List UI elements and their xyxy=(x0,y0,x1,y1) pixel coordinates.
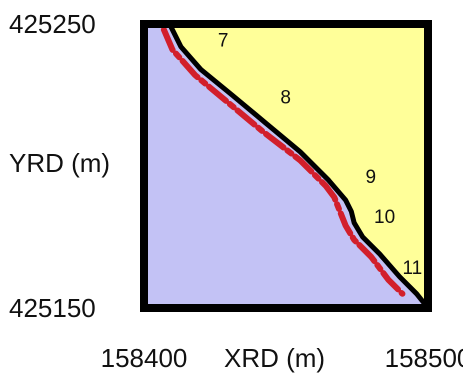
y-tick-label: 425150 xyxy=(9,293,96,323)
y-axis-label: YRD (m) xyxy=(9,148,110,178)
tick-labels: 425150 425250 158400 158500 xyxy=(9,9,463,373)
segment-label: 10 xyxy=(374,207,395,228)
boundary-series-line xyxy=(167,21,431,311)
dashed-series-line xyxy=(160,26,406,297)
plot-frame xyxy=(140,20,432,312)
x-tick-label: 158500 xyxy=(385,343,463,373)
segment-label: 9 xyxy=(366,167,377,188)
x-axis-label: XRD (m) xyxy=(224,343,325,373)
segment-label: 8 xyxy=(280,88,291,109)
segment-label: 11 xyxy=(402,258,422,279)
segment-label: 7 xyxy=(218,31,229,52)
segment-labels: 7 8 9 10 11 xyxy=(218,31,422,279)
x-tick-label: 158400 xyxy=(101,343,188,373)
y-tick-label: 425250 xyxy=(9,9,96,39)
series-layer xyxy=(160,21,431,311)
